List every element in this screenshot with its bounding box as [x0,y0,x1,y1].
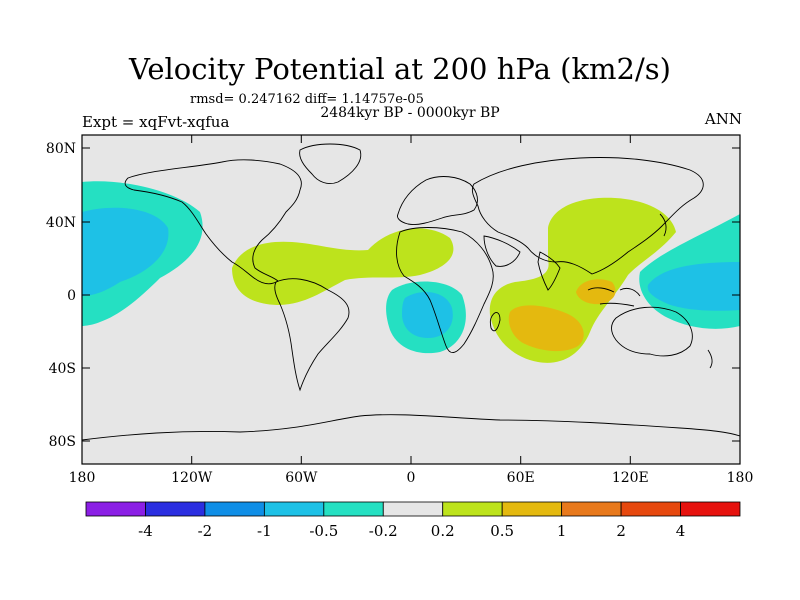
lon-label-60w: 60W [285,470,318,486]
lat-label-40n: 40N [46,215,76,231]
coast-europe [397,176,478,225]
colorbar-label: 2 [616,522,626,540]
colorbar-box [680,501,741,517]
lon-label-180w: 180 [69,470,96,486]
lat-label-40s: 40S [49,361,76,377]
contour-pos-maritime-core [576,279,616,305]
colorbar-label: 1 [557,522,567,540]
colorbar-label: -0.2 [369,522,398,540]
lat-tick-labels: 80N 40N 0 40S 80S [46,141,76,450]
colorbar-label: 4 [676,522,686,540]
coast-antarctica [82,414,740,441]
coast-greenland [299,143,362,185]
coast-australia [611,306,693,357]
coast-new-zealand [707,349,713,369]
plot-title: Velocity Potential at 200 hPa (km2/s) [129,52,671,86]
colorbar-box [620,501,681,517]
coast-indonesia [587,287,641,307]
contour-neg-west-pacific-core [82,207,169,296]
coast-asia [471,157,704,275]
lon-label-120e: 120E [612,470,649,486]
colorbar [85,501,741,517]
coast-madagascar [489,312,501,332]
colorbar-box [382,501,444,517]
lon-label-0: 0 [407,470,416,486]
colorbar-box [204,501,265,517]
colorbar-box [561,501,622,517]
lat-tick-marks [82,147,740,442]
period-text: 2484kyr BP - 0000kyr BP [320,105,500,121]
lon-tick-marks [191,135,631,464]
lat-label-80s: 80S [49,434,76,450]
coast-arabia [483,235,521,267]
season-label: ANN [704,110,742,128]
colorbar-box [323,501,384,517]
coast-south-america [274,278,350,392]
colorbar-box [263,501,325,517]
colorbar-label: -1 [257,522,272,540]
coast-africa [396,227,494,353]
colorbar-box [145,501,206,517]
colorbar-label: -0.5 [309,522,338,540]
colorbar-label: -2 [198,522,213,540]
contour-pos-indian-core [508,305,584,352]
colorbar-label: 0.2 [431,522,455,540]
lon-tick-labels: 180 120W 60W 0 60E 120E 180 [69,470,754,486]
lat-label-0: 0 [67,288,76,304]
colorbar-label: 0.5 [490,522,514,540]
lon-label-120w: 120W [171,470,213,486]
experiment-label: Expt = xqFvt-xqfua [82,113,230,131]
contour-pos-americas-atlantic [232,228,454,305]
coastlines [82,143,740,441]
lon-label-180e: 180 [727,470,754,486]
colorbar-box [85,501,146,517]
contour-layer [82,181,740,363]
coast-north-america [124,159,302,285]
lat-label-80n: 80N [46,141,76,157]
stats-text: rmsd= 0.247162 diff= 1.14757e-05 [190,92,424,107]
colorbar-labels: -4 -2 -1 -0.5 -0.2 0.2 0.5 1 2 4 [138,522,685,540]
colorbar-label: -4 [138,522,153,540]
contour-neg-central-pacific-core [647,262,740,311]
contour-neg-south-atlantic-core [402,292,453,338]
coast-japan [659,213,667,237]
colorbar-box [442,501,503,517]
coast-india [537,251,561,291]
lon-label-60e: 60E [507,470,535,486]
colorbar-box [501,501,563,517]
